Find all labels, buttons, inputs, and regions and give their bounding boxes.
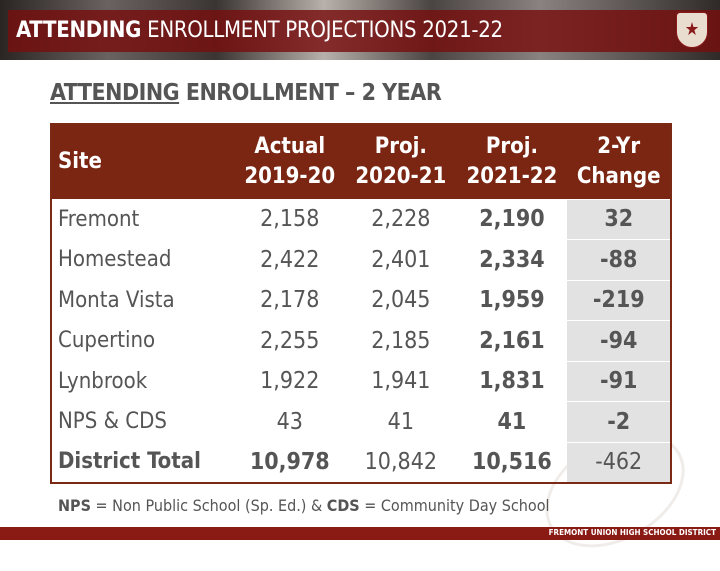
header-line-1: Actual — [254, 134, 326, 159]
title-bold: ATTENDING — [16, 18, 142, 43]
slide-subtitle: ATTENDING ENROLLMENT – 2 YEAR — [50, 80, 442, 106]
site-name: Homestead — [58, 247, 172, 273]
header-line-2: Change — [576, 163, 661, 189]
table-row: NPS & CDS 43 41 41 -2 — [51, 401, 671, 443]
proj-2021-22: 2,190 — [479, 206, 545, 233]
footer-bar: FREMONT UNION HIGH SCHOOL DISTRICT — [0, 527, 720, 540]
note-text-2: = Community Day School — [359, 496, 550, 515]
site-name: NPS & CDS — [58, 409, 167, 435]
proj-2020-21: 2,228 — [371, 206, 431, 233]
subtitle-underlined: ATTENDING — [50, 80, 180, 106]
proj-2021-22: 41 — [497, 408, 527, 435]
note-cds: CDS — [326, 496, 360, 515]
actual-2019-20: 2,422 — [260, 246, 320, 273]
footnote: NPS = Non Public School (Sp. Ed.) & CDS … — [58, 496, 550, 515]
table-row: Homestead 2,422 2,401 2,334 -88 — [51, 239, 671, 281]
site-name: Lynbrook — [58, 368, 148, 394]
actual-2019-20: 43 — [276, 408, 303, 435]
proj-2021-22: 2,334 — [479, 246, 545, 273]
two-year-change: -462 — [567, 441, 671, 483]
column-header: Proj. 2021-22 — [456, 124, 567, 199]
two-year-change: -91 — [567, 360, 671, 402]
district-logo-icon: ★ — [676, 12, 708, 48]
column-header: Proj. 2020-21 — [345, 124, 456, 199]
column-header: 2-Yr Change — [567, 124, 671, 199]
site-name: Fremont — [58, 206, 140, 232]
actual-2019-20: 10,978 — [249, 448, 330, 475]
proj-2020-21: 10,842 — [364, 448, 438, 475]
column-header: Actual 2019-20 — [234, 124, 345, 199]
note-nps: NPS — [58, 496, 91, 515]
table-header: Site Actual 2019-20 Proj. 2020-21 Proj. 2021-2… — [51, 124, 671, 199]
site-name: Monta Vista — [58, 287, 175, 313]
table-row: Cupertino 2,255 2,185 2,161 -94 — [51, 320, 671, 362]
proj-2021-22: 1,959 — [479, 287, 545, 314]
proj-2020-21: 2,401 — [371, 246, 431, 273]
title-banner: ATTENDING ENROLLMENT PROJECTIONS 2021-22 — [8, 10, 720, 52]
actual-2019-20: 1,922 — [260, 368, 320, 395]
actual-2019-20: 2,255 — [260, 327, 320, 354]
proj-2020-21: 2,185 — [371, 327, 431, 354]
proj-2020-21: 2,045 — [371, 287, 431, 314]
two-year-change: 32 — [567, 198, 671, 240]
proj-2021-22: 2,161 — [479, 327, 545, 354]
two-year-change: -88 — [567, 239, 671, 281]
header-line-2: 2020-21 — [355, 164, 447, 189]
footer-text: FREMONT UNION HIGH SCHOOL DISTRICT — [548, 528, 716, 537]
table-row: Fremont 2,158 2,228 2,190 32 — [51, 198, 671, 240]
two-year-change: -94 — [567, 320, 671, 362]
header-line-1: Proj. — [374, 134, 427, 159]
note-text-1: = Non Public School (Sp. Ed.) & — [90, 496, 327, 515]
title-rest: ENROLLMENT PROJECTIONS 2021-22 — [141, 18, 503, 43]
two-year-change: -2 — [567, 401, 671, 443]
proj-2021-22: 10,516 — [471, 448, 552, 475]
subtitle-rest: ENROLLMENT – 2 YEAR — [179, 80, 442, 106]
site-name: Cupertino — [58, 328, 156, 354]
two-year-change: -219 — [567, 279, 671, 321]
actual-2019-20: 2,178 — [260, 287, 320, 314]
table-row: Monta Vista 2,178 2,045 1,959 -219 — [51, 279, 671, 321]
enrollment-table: Site Actual 2019-20 Proj. 2020-21 Proj. 2021-2… — [50, 123, 672, 484]
header-line-2: 2019-20 — [244, 164, 336, 189]
proj-2021-22: 1,831 — [479, 368, 545, 395]
table-row: District Total 10,978 10,842 10,516 -462 — [51, 441, 671, 483]
table-row: Lynbrook 1,922 1,941 1,831 -91 — [51, 360, 671, 402]
header-line-1: Proj. — [485, 134, 538, 159]
proj-2020-21: 41 — [387, 408, 414, 435]
header-line-2: 2021-22 — [466, 164, 558, 189]
actual-2019-20: 2,158 — [260, 206, 320, 233]
column-header: Site — [58, 149, 102, 174]
header-line-1: 2-Yr — [597, 133, 641, 159]
site-name: District Total — [58, 449, 201, 475]
proj-2020-21: 1,941 — [371, 368, 431, 395]
